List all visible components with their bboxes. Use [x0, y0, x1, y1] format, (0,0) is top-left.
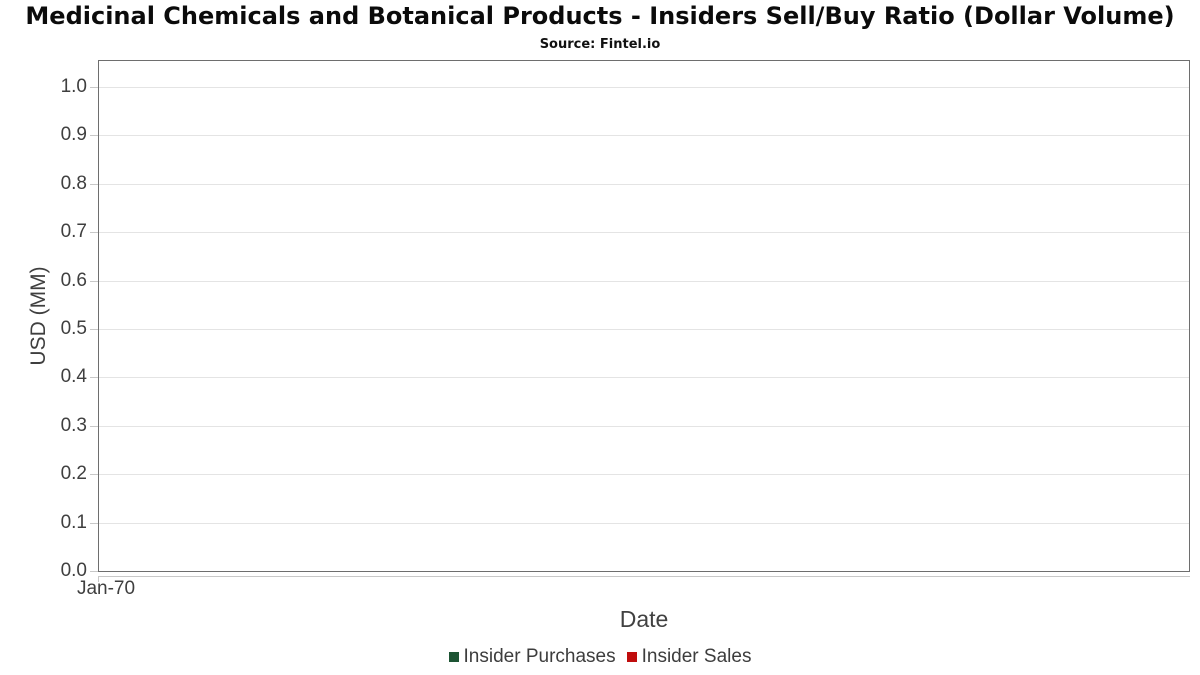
- gridline: [99, 474, 1189, 475]
- legend-item-insider-sales[interactable]: Insider Sales: [626, 646, 752, 668]
- page-title: Medicinal Chemicals and Botanical Produc…: [25, 2, 1175, 30]
- y-tick-label: 0.0: [60, 560, 87, 581]
- y-tick-mark: [90, 135, 98, 136]
- gridline: [99, 232, 1189, 233]
- y-tick-label: 0.6: [60, 270, 87, 291]
- y-tick-mark: [90, 329, 98, 330]
- x-tick-mark: [98, 576, 99, 582]
- y-tick-label: 0.9: [60, 124, 87, 145]
- gridline: [99, 184, 1189, 185]
- chart-source-subtitle: Source: Fintel.io: [539, 37, 661, 52]
- insider-purchases-swatch-icon: [448, 652, 459, 662]
- legend: Insider Purchases Insider Sales: [0, 646, 1200, 668]
- x-tick-label: Jan-70: [76, 578, 136, 599]
- gridline: [99, 281, 1189, 282]
- y-tick-label: 0.5: [60, 318, 87, 339]
- y-tick-label: 0.1: [60, 512, 87, 533]
- legend-item-insider-purchases[interactable]: Insider Purchases: [448, 646, 616, 668]
- y-tick-label: 0.8: [60, 173, 87, 194]
- y-tick-label: 0.4: [60, 366, 87, 387]
- y-tick-mark: [90, 232, 98, 233]
- gridline: [99, 426, 1189, 427]
- y-tick-mark: [90, 87, 98, 88]
- y-axis-title: USD (MM): [27, 266, 50, 366]
- y-tick-mark: [90, 377, 98, 378]
- x-axis-title: Date: [619, 606, 669, 632]
- y-tick-mark: [90, 474, 98, 475]
- gridline: [99, 377, 1189, 378]
- y-tick-mark: [90, 523, 98, 524]
- y-tick-mark: [90, 571, 98, 572]
- gridline: [99, 329, 1189, 330]
- gridline: [99, 523, 1189, 524]
- legend-label: Insider Purchases: [463, 646, 616, 667]
- plot-area: [98, 60, 1190, 572]
- x-axis-line: [98, 576, 1190, 577]
- y-tick-label: 0.2: [60, 463, 87, 484]
- y-tick-label: 0.7: [60, 221, 87, 242]
- y-tick-mark: [90, 184, 98, 185]
- y-tick-label: 0.3: [60, 415, 87, 436]
- gridline: [99, 87, 1189, 88]
- y-tick-mark: [90, 281, 98, 282]
- y-tick-mark: [90, 426, 98, 427]
- y-tick-label: 1.0: [60, 76, 87, 97]
- gridline: [99, 135, 1189, 136]
- legend-label: Insider Sales: [641, 646, 752, 667]
- insider-sales-swatch-icon: [626, 652, 637, 662]
